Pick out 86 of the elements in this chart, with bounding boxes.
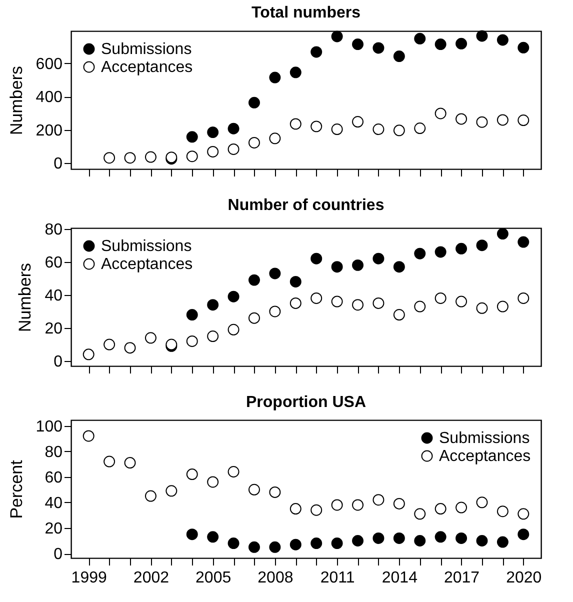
point	[496, 228, 508, 240]
point	[372, 532, 384, 544]
point	[290, 538, 302, 550]
x-tick-label: 1999	[71, 570, 107, 586]
y-axis-title: Percent	[6, 460, 26, 519]
point	[393, 261, 405, 273]
point	[456, 242, 468, 254]
point	[496, 34, 508, 46]
point	[352, 535, 364, 546]
point	[310, 252, 322, 264]
point	[518, 236, 530, 248]
point	[434, 246, 446, 258]
point	[518, 528, 530, 540]
point	[310, 538, 322, 550]
point	[352, 38, 364, 50]
chart-title: Proportion USA	[246, 394, 366, 411]
y-tick-label: 40	[44, 287, 63, 304]
point	[248, 96, 260, 108]
x-tick-label: 2002	[133, 570, 170, 586]
legend-label: Submissions	[101, 238, 192, 255]
x-tick-label: 2014	[382, 570, 418, 586]
point	[207, 299, 219, 311]
point	[434, 38, 446, 50]
y-tick-label: 200	[36, 122, 63, 140]
y-tick-label: 60	[44, 469, 63, 486]
point	[228, 122, 240, 134]
x-tick-label: 2005	[196, 570, 232, 586]
point	[269, 72, 281, 84]
chart-title: Total numbers	[251, 4, 361, 22]
point	[310, 46, 322, 58]
point	[352, 259, 364, 271]
point	[476, 535, 488, 546]
y-tick-label: 20	[44, 320, 63, 338]
y-tick-label: 60	[44, 254, 63, 272]
point	[331, 261, 343, 273]
point	[414, 248, 426, 260]
y-axis-title: Numbers	[16, 263, 35, 332]
point	[228, 290, 240, 302]
x-tick-label: 2011	[320, 570, 355, 586]
point	[207, 126, 219, 138]
y-tick-label: 20	[44, 520, 63, 538]
y-tick-label: 0	[54, 546, 63, 564]
point	[476, 30, 488, 42]
point	[414, 32, 426, 44]
y-tick-label: 600	[36, 56, 63, 73]
y-tick-label: 80	[44, 221, 63, 238]
point	[269, 268, 281, 280]
point	[496, 536, 508, 548]
y-tick-label: 80	[44, 444, 63, 461]
y-tick-label: 0	[54, 354, 63, 371]
point	[207, 531, 219, 543]
point	[186, 528, 198, 540]
y-tick-label: 40	[44, 494, 63, 512]
point	[331, 30, 343, 42]
chart-title: Number of countries	[228, 196, 384, 214]
point	[434, 531, 446, 543]
point	[269, 541, 281, 553]
point	[518, 42, 530, 54]
y-axis-title: Numbers	[6, 66, 26, 135]
point	[476, 240, 488, 252]
x-tick-label: 2017	[444, 570, 480, 586]
point	[186, 131, 198, 143]
point	[456, 532, 468, 544]
point	[414, 535, 426, 546]
legend-label: Acceptances	[439, 448, 531, 465]
point	[186, 309, 198, 320]
point	[290, 66, 302, 78]
point	[290, 276, 302, 288]
point	[393, 532, 405, 544]
point	[248, 274, 260, 286]
x-tick-label: 2008	[258, 570, 294, 586]
x-tick-label: 2020	[506, 570, 542, 586]
y-tick-label: 100	[36, 418, 63, 436]
legend-label: Acceptances	[101, 256, 193, 273]
legend-label: Submissions	[439, 430, 530, 447]
point	[393, 50, 405, 62]
y-tick-label: 0	[54, 156, 63, 173]
legend-label: Acceptances	[101, 59, 193, 76]
point	[228, 538, 240, 550]
point	[331, 538, 343, 550]
y-tick-label: 400	[36, 89, 63, 106]
point	[248, 541, 260, 553]
legend-label: Submissions	[101, 41, 192, 58]
point	[372, 252, 384, 264]
point	[372, 42, 384, 54]
point	[456, 38, 468, 50]
